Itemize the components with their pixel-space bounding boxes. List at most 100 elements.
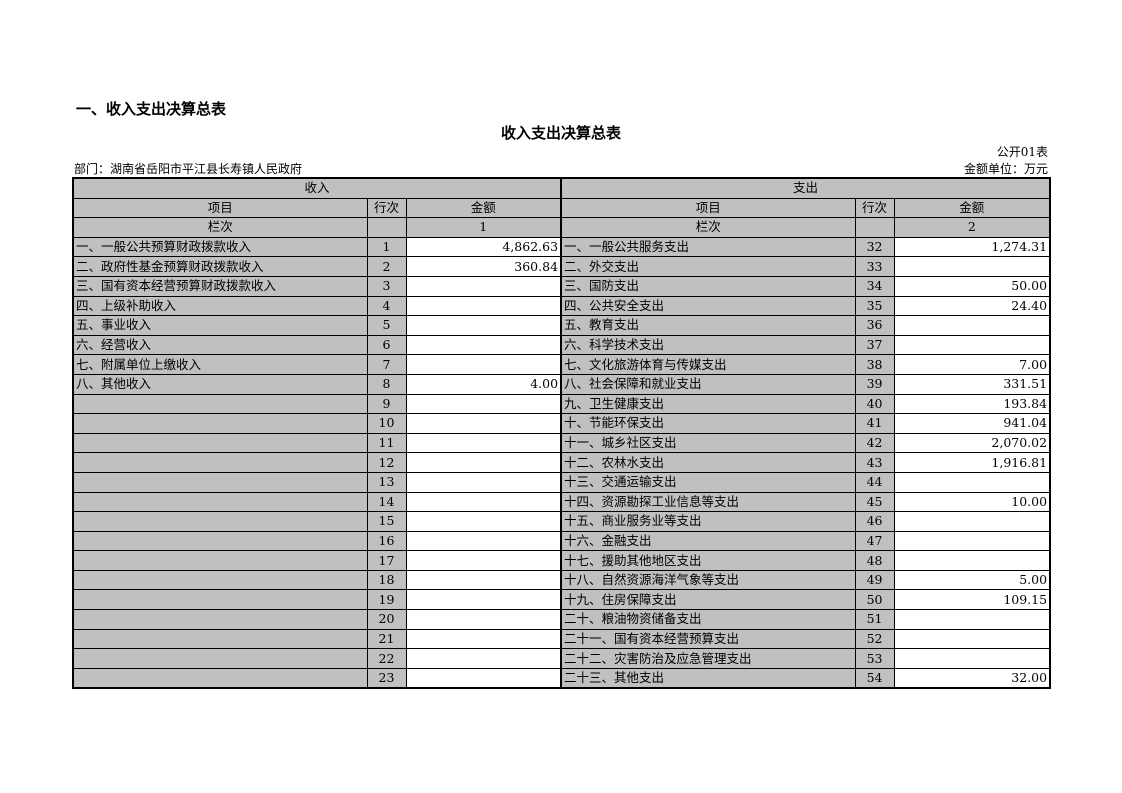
income-row-no: 20 xyxy=(366,609,407,630)
income-amount xyxy=(405,667,563,689)
expense-row-no: 48 xyxy=(854,550,895,571)
expense-item: 二十、粮油物资储备支出 xyxy=(560,609,856,630)
table-row: 16 十六、金融支出 47 xyxy=(72,530,1051,552)
expense-item: 六、科学技术支出 xyxy=(560,334,856,356)
income-row-no: 9 xyxy=(366,393,407,415)
income-row-no: 16 xyxy=(366,530,407,552)
expense-amount xyxy=(893,648,1051,669)
income-amount: 360.84 xyxy=(405,256,563,277)
expense-amount xyxy=(893,471,1051,493)
expense-row-no: 33 xyxy=(854,256,895,277)
expense-amount: 1,274.31 xyxy=(893,236,1051,258)
table-row: 11 十一、城乡社区支出 42 2,070.02 xyxy=(72,432,1051,454)
expense-row-no: 46 xyxy=(854,511,895,532)
income-item: 四、上级补助收入 xyxy=(72,295,368,317)
table-title: 收入支出决算总表 xyxy=(500,124,621,142)
income-amount xyxy=(405,275,563,297)
expense-item: 八、社会保障和就业支出 xyxy=(560,373,856,395)
income-item: 三、国有资本经营预算财政拨款收入 xyxy=(72,275,368,297)
expense-row-no: 47 xyxy=(854,530,895,552)
expense-item: 四、公共安全支出 xyxy=(560,295,856,317)
income-amount: 4.00 xyxy=(405,373,563,395)
department: 部门：湖南省岳阳市平江县长寿镇人民政府 xyxy=(74,162,303,176)
table-row: 22 二十二、灾害防治及应急管理支出 53 xyxy=(72,648,1051,669)
table-row: 六、经营收入 6 六、科学技术支出 37 xyxy=(72,334,1051,356)
expense-row-no: 51 xyxy=(854,609,895,630)
income-header: 收入 xyxy=(72,177,563,199)
income-item-header: 项目 xyxy=(72,197,368,219)
amount-unit: 金额单位：万元 xyxy=(963,162,1048,176)
section-heading: 一、收入支出决算总表 xyxy=(76,100,227,118)
income-item xyxy=(72,413,368,434)
expense-column-number: 2 xyxy=(893,217,1051,238)
income-row-no: 12 xyxy=(366,452,407,473)
expense-amount xyxy=(893,256,1051,277)
income-row-no: 4 xyxy=(366,295,407,317)
table-row: 四、上级补助收入 4 四、公共安全支出 35 24.40 xyxy=(72,295,1051,317)
table-row: 23 二十三、其他支出 54 32.00 xyxy=(72,667,1051,689)
expense-amount: 941.04 xyxy=(893,413,1051,434)
expense-amount xyxy=(893,530,1051,552)
expense-amount: 50.00 xyxy=(893,275,1051,297)
expense-item: 二十一、国有资本经营预算支出 xyxy=(560,628,856,650)
expense-item: 一、一般公共服务支出 xyxy=(560,236,856,258)
table-row: 19 十九、住房保障支出 50 109.15 xyxy=(72,589,1051,611)
income-amount xyxy=(405,452,563,473)
table-row: 21 二十一、国有资本经营预算支出 52 xyxy=(72,628,1051,650)
income-item xyxy=(72,511,368,532)
summary-table: 收入 支出 项目 行次 金额 项目 行次 金额 栏次 1 栏次 2 一、一般公共… xyxy=(72,177,1052,690)
expense-amount: 193.84 xyxy=(893,393,1051,415)
expense-row-no: 34 xyxy=(854,275,895,297)
expense-header: 支出 xyxy=(560,177,1051,199)
expense-row-no-header: 行次 xyxy=(854,197,895,219)
income-item: 五、事业收入 xyxy=(72,315,368,336)
expense-amount-header: 金额 xyxy=(893,197,1051,219)
income-row-no: 14 xyxy=(366,491,407,513)
income-row-no: 10 xyxy=(366,413,407,434)
empty-cell xyxy=(366,217,407,238)
income-item xyxy=(72,530,368,552)
income-amount xyxy=(405,550,563,571)
income-row-no: 8 xyxy=(366,373,407,395)
income-item xyxy=(72,432,368,454)
expense-item: 二十三、其他支出 xyxy=(560,667,856,689)
expense-item-header: 项目 xyxy=(560,197,856,219)
income-row-no: 19 xyxy=(366,589,407,611)
income-row-no: 18 xyxy=(366,569,407,591)
expense-item: 七、文化旅游体育与传媒支出 xyxy=(560,354,856,375)
expense-row-no: 43 xyxy=(854,452,895,473)
income-row-no: 13 xyxy=(366,471,407,493)
expense-row-no: 32 xyxy=(854,236,895,258)
table-row: 13 十三、交通运输支出 44 xyxy=(72,471,1051,493)
income-amount xyxy=(405,589,563,611)
empty-cell xyxy=(854,217,895,238)
expense-row-no: 37 xyxy=(854,334,895,356)
expense-amount: 7.00 xyxy=(893,354,1051,375)
table-row: 五、事业收入 5 五、教育支出 36 xyxy=(72,315,1051,336)
income-amount xyxy=(405,354,563,375)
income-row-no: 11 xyxy=(366,432,407,454)
income-row-no: 17 xyxy=(366,550,407,571)
expense-row-no: 36 xyxy=(854,315,895,336)
income-item xyxy=(72,609,368,630)
income-amount xyxy=(405,491,563,513)
income-amount-header: 金额 xyxy=(405,197,563,219)
income-item xyxy=(72,667,368,689)
income-amount xyxy=(405,511,563,532)
income-amount xyxy=(405,432,563,454)
expense-item: 九、卫生健康支出 xyxy=(560,393,856,415)
expense-row-no: 49 xyxy=(854,569,895,591)
expense-amount: 109.15 xyxy=(893,589,1051,611)
expense-item: 十三、交通运输支出 xyxy=(560,471,856,493)
table-row: 10 十、节能环保支出 41 941.04 xyxy=(72,413,1051,434)
expense-row-no: 54 xyxy=(854,667,895,689)
income-row-no-header: 行次 xyxy=(366,197,407,219)
expense-amount xyxy=(893,550,1051,571)
expense-row-no: 53 xyxy=(854,648,895,669)
expense-row-no: 35 xyxy=(854,295,895,317)
income-item xyxy=(72,550,368,571)
expense-item: 十、节能环保支出 xyxy=(560,413,856,434)
table-row: 12 十二、农林水支出 43 1,916.81 xyxy=(72,452,1051,473)
expense-amount xyxy=(893,334,1051,356)
income-amount xyxy=(405,334,563,356)
